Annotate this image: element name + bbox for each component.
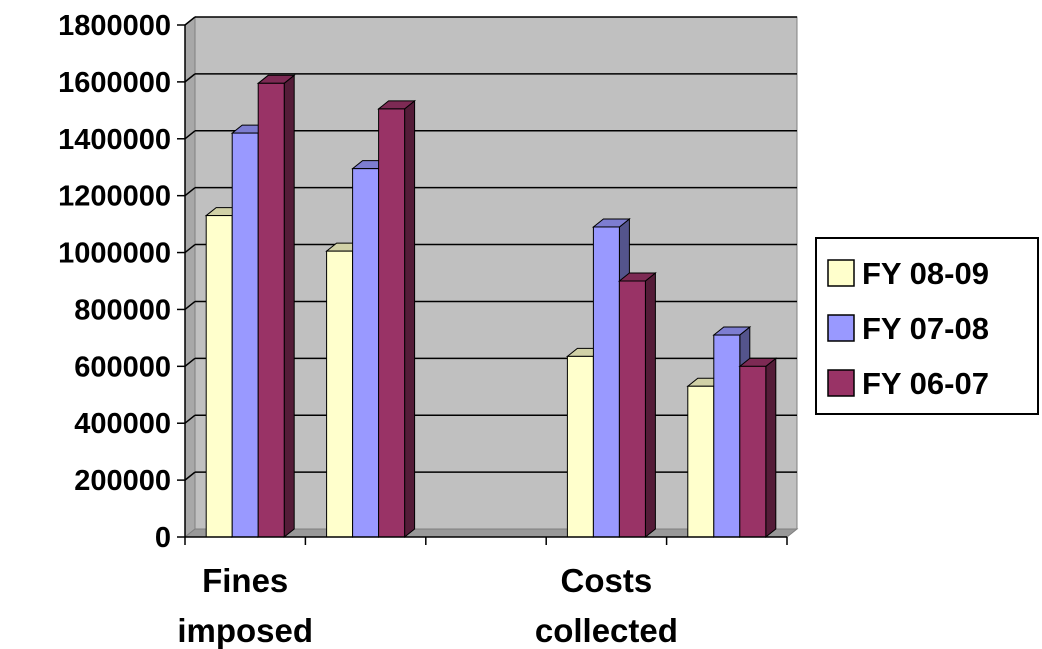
bar-front xyxy=(205,215,233,538)
legend-label: FY 06-07 xyxy=(862,366,989,401)
x-category-label: Costs xyxy=(561,562,653,599)
bar-front xyxy=(618,280,646,538)
gridline-diagonal xyxy=(184,300,196,311)
y-tick-label: 800000 xyxy=(74,294,171,326)
y-tick-label: 1800000 xyxy=(58,10,171,42)
bar-front xyxy=(231,132,259,538)
gridline-diagonal xyxy=(184,73,196,83)
y-tick-label: 1000000 xyxy=(58,238,171,270)
legend-swatch xyxy=(827,314,855,342)
bar-front xyxy=(739,365,767,538)
bar-side xyxy=(283,74,295,539)
legend: FY 08-09 FY 07-08 FY 06-07 xyxy=(815,237,1039,415)
x-category-label: imposed xyxy=(177,612,313,649)
y-tick-label: 1600000 xyxy=(58,67,171,99)
bar-front xyxy=(257,82,285,538)
bar-front xyxy=(687,385,715,538)
bar-front xyxy=(326,250,354,538)
bar xyxy=(617,271,657,539)
gridlines xyxy=(184,16,797,481)
bar-front xyxy=(352,168,380,538)
legend-label: FY 08-09 xyxy=(862,256,989,291)
gridline-diagonal xyxy=(184,187,196,197)
bar-front xyxy=(378,108,406,538)
bar-side xyxy=(404,99,416,539)
gridline-diagonal xyxy=(184,16,196,26)
gridline-diagonal xyxy=(184,471,196,481)
x-category-label: Fines xyxy=(202,562,288,599)
gridline-diagonal xyxy=(184,243,196,254)
legend-label: FY 07-08 xyxy=(862,311,989,346)
bar xyxy=(377,99,417,539)
plot-side-wall xyxy=(184,15,196,539)
legend-swatch xyxy=(827,259,855,287)
bar-front xyxy=(566,355,594,538)
y-tick-labels: 0 200000 400000 600000 800000 1000000 1200000 1… xyxy=(58,10,171,554)
gridline-diagonal xyxy=(184,357,196,367)
y-tick-label: 600000 xyxy=(74,351,171,383)
legend-swatch xyxy=(827,369,855,397)
bar-side xyxy=(644,271,656,539)
bar-side xyxy=(765,357,777,539)
y-tick-label: 0 xyxy=(155,522,171,554)
y-tick-label: 1200000 xyxy=(58,181,171,213)
bar-front xyxy=(592,226,620,538)
gridline-diagonal xyxy=(184,130,196,140)
y-tick-label: 200000 xyxy=(74,465,171,497)
y-tick-label: 400000 xyxy=(74,408,171,440)
bar-front xyxy=(713,334,741,538)
bar xyxy=(256,74,296,539)
x-category-labels: Fines imposed Costs collected xyxy=(177,562,678,649)
gridline-diagonal xyxy=(184,414,196,424)
bar xyxy=(738,357,778,539)
x-category-label: collected xyxy=(535,612,678,649)
bars xyxy=(204,74,778,539)
axes xyxy=(177,24,788,545)
y-tick-label: 1400000 xyxy=(58,124,171,156)
